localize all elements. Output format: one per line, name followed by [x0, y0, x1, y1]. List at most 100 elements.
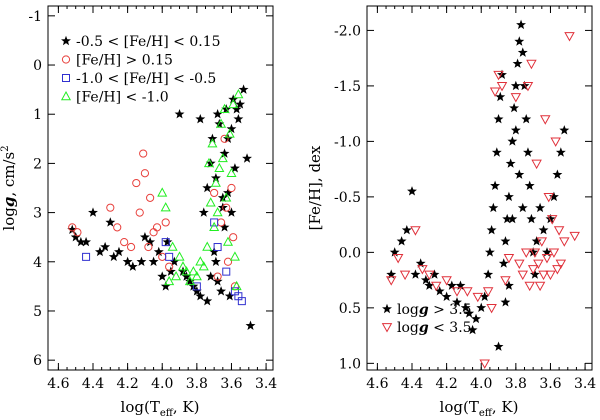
data-point-star [226, 207, 237, 217]
y-tick-label: -1 [28, 9, 42, 25]
data-point-star [488, 202, 499, 213]
data-point-star [229, 163, 240, 173]
data-point-star [100, 241, 111, 252]
data-point-star [516, 19, 526, 30]
legend-marker-circle [61, 55, 71, 64]
data-point-triangle [231, 280, 242, 291]
data-point-star [509, 102, 520, 113]
data-point-down_triangle [527, 265, 539, 275]
data-point-down_triangle [524, 281, 535, 292]
data-point-star [420, 274, 431, 285]
x-tick-label: 3.4 [255, 376, 277, 392]
y-tick-label: 0.0 [339, 245, 361, 261]
data-point-star [464, 308, 475, 318]
x-tick-label: 3.8 [505, 376, 527, 392]
x-tick-label: 4.6 [366, 376, 388, 392]
legend-marker-triangle [60, 90, 72, 101]
data-point-triangle [210, 177, 221, 187]
data-point-star [202, 295, 213, 306]
data-point-down_triangle [552, 265, 563, 275]
data-point-down_triangle [559, 237, 570, 247]
data-point-star [514, 36, 525, 46]
data-point-star [429, 269, 440, 279]
data-point-star [500, 297, 511, 307]
data-point-star [528, 247, 539, 257]
data-point-triangle [228, 98, 239, 109]
data-point-square [210, 218, 219, 227]
data-point-star [181, 271, 192, 281]
data-point-star [512, 58, 523, 68]
data-point-star [219, 148, 230, 158]
data-point-down_triangle [441, 276, 452, 286]
data-point-star [460, 302, 471, 313]
data-point-star [471, 313, 481, 324]
data-point-triangle [184, 275, 195, 286]
data-point-star [139, 231, 150, 242]
data-point-down_triangle [529, 248, 541, 258]
data-point-triangle [217, 152, 228, 163]
y-tick-label: 4 [33, 255, 42, 271]
data-point-down_triangle [392, 254, 404, 264]
data-point-star [452, 297, 462, 307]
data-point-down_triangle [493, 70, 504, 81]
y-tick-label: 0.5 [339, 301, 361, 317]
data-point-triangle [233, 88, 244, 99]
data-point-star [519, 80, 530, 91]
data-point-star [484, 247, 495, 257]
data-point-circle [220, 134, 229, 143]
data-point-down_triangle [489, 87, 501, 97]
data-point-star [169, 256, 180, 266]
data-point-circle [165, 262, 174, 271]
data-point-circle [216, 218, 226, 227]
data-point-circle [149, 228, 158, 237]
data-point-square [192, 282, 201, 291]
data-point-star [217, 192, 228, 203]
data-point-star [483, 269, 494, 279]
x-tick-label: 3.4 [574, 376, 596, 392]
data-point-circle [223, 257, 233, 266]
data-point-star [559, 125, 570, 135]
legend-marker-star [382, 303, 392, 314]
data-point-down_triangle [553, 226, 565, 236]
data-point-star [233, 113, 244, 124]
data-point-star [507, 213, 518, 224]
data-point-down_triangle [517, 270, 529, 281]
data-point-circle [132, 178, 141, 188]
data-point-triangle [205, 197, 216, 207]
data-point-down_triangle [410, 226, 421, 236]
series-star [386, 19, 570, 351]
data-point-triangle [212, 207, 223, 217]
data-point-down_triangle [541, 254, 553, 264]
right-plot-ticks: 4.6 4.4 4.2 4.0 3.8 3.6 3.4 1.0 0.5 0.0 -0.5 -1.0 -1… [334, 6, 596, 392]
data-point-star [81, 236, 92, 247]
data-point-circle [146, 193, 155, 202]
data-point-star [224, 291, 235, 301]
legend-label: logg > 3.5 [397, 302, 472, 318]
data-point-star [497, 69, 507, 80]
data-point-star [517, 202, 528, 213]
legend-label: -1.0 < [Fe/H] < -0.5 [76, 71, 216, 87]
data-point-star [491, 147, 502, 157]
data-point-down_triangle [514, 259, 525, 269]
data-point-star [202, 182, 213, 193]
data-point-circle [139, 149, 148, 158]
legend-label: logg < 3.5 [397, 320, 472, 336]
data-point-star [165, 266, 176, 276]
x-tick-label: 3.8 [186, 376, 208, 392]
data-point-star [210, 256, 221, 266]
data-point-star [434, 286, 445, 296]
legend-entry: [Fe/H] < -1.0 [60, 90, 169, 106]
data-point-star [195, 113, 206, 124]
data-point-down_triangle [538, 270, 549, 281]
y-tick-label: 1.0 [339, 356, 361, 372]
data-point-down_triangle [543, 192, 554, 203]
data-point-star [145, 236, 156, 247]
data-point-star [510, 125, 521, 135]
data-point-star [490, 180, 501, 190]
data-point-star [535, 202, 546, 213]
data-point-star [198, 207, 209, 217]
data-point-star [94, 246, 105, 257]
x-tick-label: 4.4 [401, 376, 423, 392]
data-point-triangle [195, 256, 206, 266]
data-point-square [161, 238, 170, 247]
